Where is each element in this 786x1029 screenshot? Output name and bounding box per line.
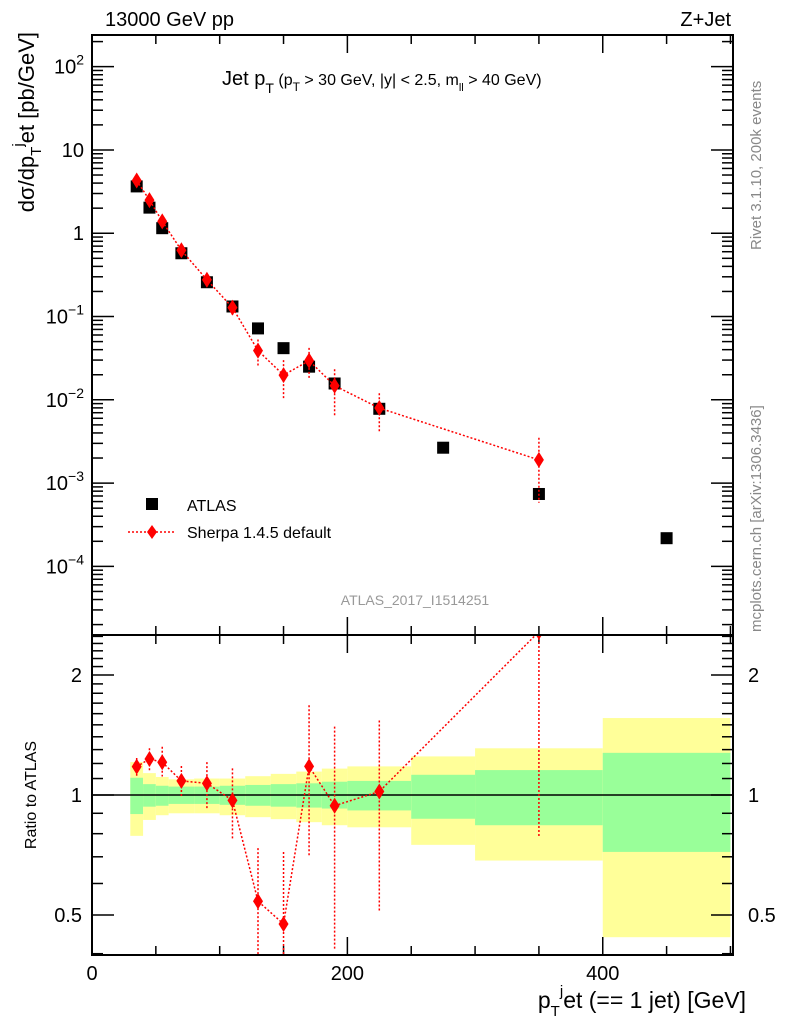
ratio-series bbox=[131, 635, 542, 955]
sherpa-data-point bbox=[278, 367, 289, 384]
sherpa-ratio-point bbox=[535, 635, 542, 640]
green-band-bin bbox=[602, 752, 731, 852]
ratio-y-tick-label-right: 1 bbox=[748, 785, 759, 807]
atlas-data-point bbox=[277, 342, 290, 355]
rivet-version-text: Rivet 3.1.10, 200k events bbox=[748, 81, 765, 250]
mcplots-text: mcplots.cern.ch [arXiv:1306.3436] bbox=[748, 405, 765, 632]
header-left: 13000 GeV pp bbox=[105, 9, 234, 31]
sherpa-ratio-point bbox=[157, 754, 168, 771]
analysis-watermark: ATLAS_2017_I1514251 bbox=[341, 592, 490, 608]
header-right: Z+Jet bbox=[680, 9, 731, 31]
sherpa-ratio-point bbox=[144, 750, 155, 767]
ratio-y-tick-label-left: 2 bbox=[71, 665, 82, 687]
ratio-plot-frame bbox=[91, 634, 734, 956]
sherpa-ratio-point bbox=[374, 783, 385, 800]
y-tick-label: 10−2 bbox=[46, 385, 84, 412]
sherpa-data-point bbox=[252, 342, 263, 359]
x-axis-label: pTjet (== 1 jet) [GeV] bbox=[538, 983, 746, 1020]
sherpa-data-point bbox=[329, 377, 340, 394]
y-tick-label: 10−4 bbox=[46, 551, 84, 578]
sherpa-data-point bbox=[201, 271, 212, 288]
main-plot-frame bbox=[91, 34, 734, 636]
y-axis-label: dσ/dpTjet [pb/GeV] bbox=[10, 32, 45, 212]
ratio-y-tick-label-right: 2 bbox=[748, 665, 759, 687]
sherpa-ratio-point bbox=[329, 797, 340, 814]
sherpa-ratio-point bbox=[201, 775, 212, 792]
sherpa-data-point bbox=[176, 242, 187, 259]
sherpa-data-point bbox=[157, 213, 168, 230]
y-tick-label: 102 bbox=[54, 52, 84, 79]
y-tick-label: 10−3 bbox=[46, 468, 84, 495]
sherpa-ratio-point bbox=[304, 758, 315, 775]
sherpa-data-point bbox=[131, 172, 142, 189]
x-tick-label: 200 bbox=[331, 963, 364, 985]
ratio-y-tick-label-left: 0.5 bbox=[54, 905, 82, 927]
sherpa-ratio-point bbox=[176, 772, 187, 789]
ratio-y-tick-label-left: 1 bbox=[71, 785, 82, 807]
sherpa-ratio-point bbox=[227, 792, 238, 809]
y-tick-label: 1 bbox=[73, 223, 84, 245]
legend-atlas-label: ATLAS bbox=[187, 498, 237, 515]
plot-title: Jet pT (pT > 30 GeV, |y| < 2.5, mll > 40… bbox=[222, 68, 542, 96]
atlas-data-point bbox=[437, 441, 450, 454]
sherpa-data-point bbox=[144, 192, 155, 209]
legend-sherpa-label: Sherpa 1.4.5 default bbox=[187, 525, 332, 542]
data-series bbox=[130, 172, 673, 955]
ratio-y-tick-label-right: 0.5 bbox=[748, 905, 776, 927]
sherpa-data-point bbox=[227, 299, 238, 316]
legend-sherpa-marker bbox=[147, 525, 157, 539]
x-tick-label: 0 bbox=[86, 963, 97, 985]
sherpa-data-point bbox=[533, 451, 544, 468]
legend-atlas-marker bbox=[146, 498, 158, 510]
ratio-y-axis-label: Ratio to ATLAS bbox=[23, 741, 40, 849]
sherpa-ratio-point bbox=[278, 916, 289, 933]
atlas-data-point bbox=[251, 322, 264, 335]
sherpa-ratio-point bbox=[131, 758, 142, 775]
green-band-bin bbox=[411, 774, 476, 819]
sherpa-data-point bbox=[304, 352, 315, 369]
x-tick-label: 400 bbox=[586, 963, 619, 985]
sherpa-ratio-point bbox=[252, 893, 263, 910]
sherpa-line bbox=[136, 180, 540, 461]
green-band-bin bbox=[130, 777, 144, 815]
ratio-uncertainty-bands bbox=[92, 718, 733, 938]
axis-ticks: 0 200 400 10−4 10−3 10−2 10−1 1 10 102 0.5 0.5 1 1 2 2 bbox=[46, 35, 776, 985]
y-tick-label: 10 bbox=[62, 140, 84, 162]
y-tick-label: 10−1 bbox=[46, 302, 84, 329]
atlas-data-point bbox=[660, 532, 673, 545]
sherpa-data-point bbox=[374, 400, 385, 417]
legend: ATLAS Sherpa 1.4.5 default bbox=[128, 498, 332, 542]
